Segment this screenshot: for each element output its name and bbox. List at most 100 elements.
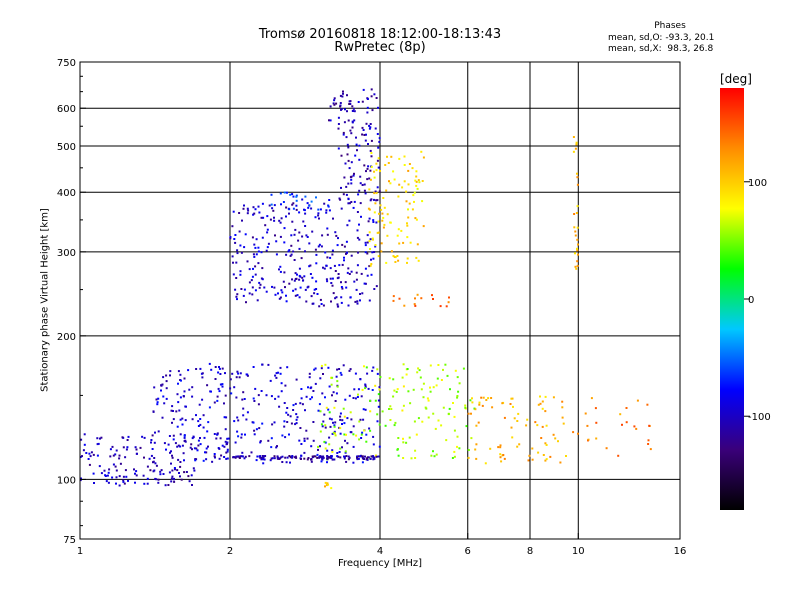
- echo-point: [218, 367, 221, 370]
- echo-point: [377, 220, 380, 223]
- echo-point: [449, 388, 451, 391]
- echo-point: [286, 421, 289, 423]
- echo-point: [349, 411, 352, 414]
- echo-point: [414, 304, 417, 307]
- echo-point: [362, 129, 365, 131]
- echo-point: [107, 471, 110, 474]
- echo-point: [199, 418, 202, 420]
- echo-point: [484, 462, 487, 465]
- echo-point: [431, 294, 433, 297]
- echo-point: [405, 200, 408, 203]
- echo-point: [373, 456, 375, 459]
- echo-point: [183, 390, 186, 393]
- echo-point: [314, 216, 317, 219]
- echo-point: [324, 396, 326, 399]
- echo-point: [96, 443, 99, 446]
- y-tick-label: 600: [57, 104, 76, 115]
- echo-point: [378, 212, 380, 215]
- echo-point: [366, 167, 369, 170]
- echo-point: [363, 134, 366, 136]
- echo-point: [195, 368, 198, 370]
- echo-point: [359, 202, 362, 205]
- echo-point: [339, 198, 342, 201]
- echo-point: [295, 378, 298, 381]
- echo-point: [402, 385, 405, 388]
- echo-point: [288, 208, 291, 211]
- echo-point: [415, 433, 418, 436]
- colorbar-tick-label: 0: [748, 295, 754, 306]
- echo-point: [294, 294, 297, 297]
- echo-point: [369, 429, 372, 432]
- echo-point: [401, 409, 404, 412]
- echo-point: [354, 300, 357, 303]
- echo-point: [363, 183, 366, 186]
- echo-point: [293, 233, 296, 236]
- echo-point: [298, 439, 301, 442]
- echo-point: [235, 455, 238, 458]
- echo-point: [154, 462, 157, 465]
- echo-point: [279, 366, 282, 369]
- echo-point: [480, 396, 483, 399]
- echo-point: [336, 303, 339, 306]
- echo-point: [202, 459, 205, 462]
- echo-point: [112, 463, 115, 466]
- echo-point: [252, 213, 255, 216]
- echo-point: [115, 482, 117, 485]
- echo-point: [363, 365, 365, 368]
- echo-point: [439, 305, 442, 308]
- echo-point: [347, 455, 350, 458]
- echo-point: [361, 184, 364, 186]
- echo-point: [239, 273, 242, 276]
- echo-point: [171, 405, 174, 408]
- echo-point: [333, 458, 336, 461]
- echo-point: [380, 208, 383, 211]
- echo-point: [334, 297, 337, 300]
- echo-point: [396, 234, 399, 237]
- echo-point: [238, 212, 241, 214]
- echo-point: [193, 469, 196, 472]
- echo-point: [364, 455, 366, 458]
- echo-point: [251, 275, 254, 278]
- echo-point: [396, 255, 399, 257]
- echo-point: [337, 455, 340, 458]
- echo-point: [458, 382, 461, 385]
- echo-point: [352, 107, 355, 110]
- echo-point: [245, 373, 248, 376]
- echo-point: [308, 242, 311, 245]
- echo-point: [125, 475, 128, 478]
- echo-point: [257, 394, 260, 397]
- echo-point: [285, 461, 288, 464]
- echo-point: [636, 399, 639, 402]
- echo-point: [370, 88, 373, 91]
- echo-point: [343, 176, 346, 179]
- echo-point: [344, 162, 347, 165]
- echo-point: [173, 467, 176, 469]
- echo-point: [499, 444, 502, 447]
- echo-point: [248, 455, 251, 458]
- echo-point: [225, 416, 228, 419]
- echo-point: [336, 305, 339, 308]
- echo-point: [373, 251, 376, 253]
- echo-point: [274, 293, 277, 296]
- echo-point: [414, 179, 417, 182]
- echo-point: [171, 469, 174, 472]
- echo-point: [180, 478, 183, 481]
- echo-point: [369, 126, 372, 129]
- echo-point: [475, 457, 478, 460]
- echo-point: [280, 217, 283, 220]
- echo-point: [326, 455, 329, 457]
- echo-point: [353, 172, 355, 175]
- echo-point: [262, 462, 265, 465]
- echo-point: [376, 231, 379, 234]
- echo-point: [294, 288, 297, 291]
- echo-point: [342, 131, 345, 134]
- echo-point: [544, 395, 547, 398]
- echo-point: [347, 182, 350, 185]
- echo-point: [471, 397, 473, 400]
- echo-point: [362, 408, 365, 411]
- echo-point: [292, 404, 295, 407]
- echo-point: [163, 402, 166, 405]
- echo-point: [150, 454, 153, 457]
- echo-point: [369, 149, 372, 152]
- echo-point: [334, 432, 336, 435]
